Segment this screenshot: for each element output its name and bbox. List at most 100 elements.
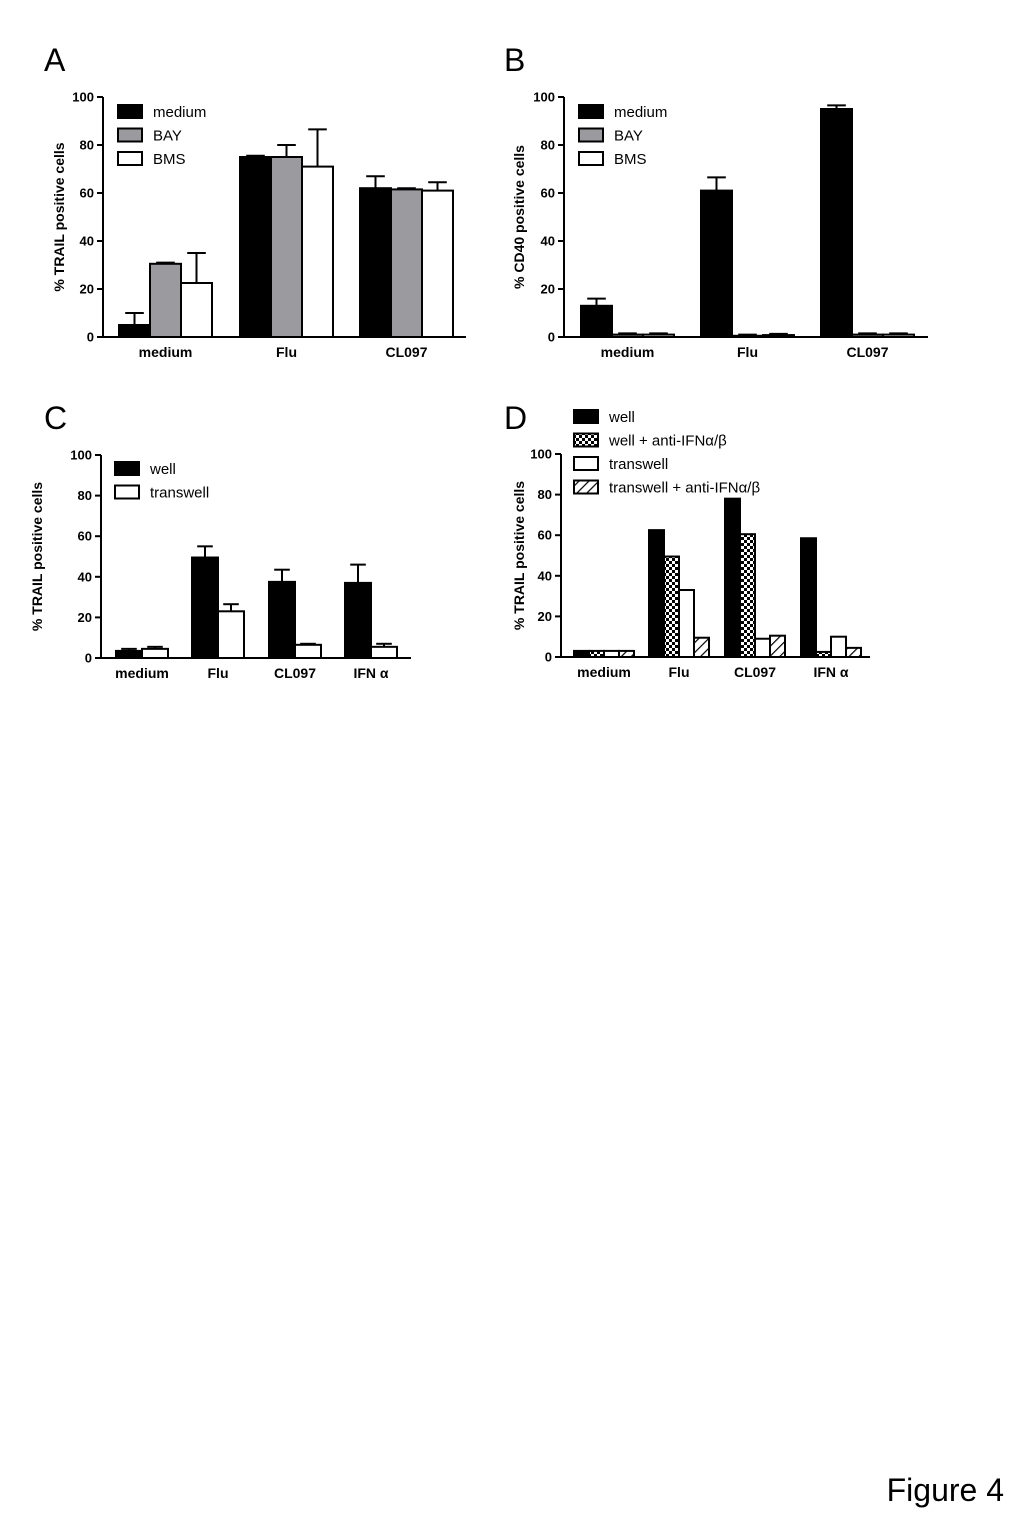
bar bbox=[845, 646, 862, 658]
legend-entry: BAY bbox=[614, 128, 643, 145]
y-tick-label: 0 bbox=[545, 650, 552, 665]
y-tick-label: 60 bbox=[78, 529, 92, 544]
y-tick-label: 100 bbox=[70, 448, 92, 463]
x-tick-label: CL097 bbox=[734, 664, 776, 680]
x-tick-label: CL097 bbox=[846, 344, 888, 360]
panel-label-a: A bbox=[44, 42, 66, 78]
y-tick-label: 60 bbox=[80, 186, 94, 201]
x-tick-label: CL097 bbox=[385, 344, 427, 360]
bar bbox=[217, 610, 245, 659]
y-tick-label: 80 bbox=[541, 138, 555, 153]
legend-entry: well bbox=[149, 461, 176, 478]
bar bbox=[344, 581, 372, 660]
legend-swatch bbox=[114, 461, 140, 476]
y-tick-label: 0 bbox=[87, 330, 94, 345]
x-tick-label: medium bbox=[139, 344, 193, 360]
bar bbox=[301, 165, 334, 338]
y-tick-label: 100 bbox=[72, 90, 94, 105]
x-tick-label: CL097 bbox=[274, 665, 316, 681]
y-tick-label: 40 bbox=[538, 568, 552, 583]
bar bbox=[149, 262, 182, 338]
y-tick-label: 20 bbox=[541, 282, 555, 297]
y-axis-label: % TRAIL positive cells bbox=[511, 481, 527, 630]
bar bbox=[800, 537, 817, 658]
x-tick-label: medium bbox=[577, 664, 631, 680]
legend-swatch bbox=[573, 456, 599, 471]
bar bbox=[115, 649, 143, 660]
y-axis-label: % TRAIL positive cells bbox=[51, 142, 67, 291]
legend-entry: medium bbox=[614, 104, 667, 121]
bar bbox=[724, 497, 741, 658]
bar bbox=[370, 645, 398, 660]
y-tick-label: 100 bbox=[530, 447, 552, 462]
bar bbox=[191, 556, 219, 660]
bar bbox=[118, 324, 151, 338]
y-tick-label: 20 bbox=[78, 610, 92, 625]
bar bbox=[739, 533, 756, 658]
y-tick-label: 80 bbox=[80, 138, 94, 153]
chart-panel-c: medium Flu CL097 IFN α 0 20 40 60 80 100 % TRAIL p… bbox=[29, 448, 411, 681]
y-tick-label: 0 bbox=[548, 330, 555, 345]
bar bbox=[830, 635, 847, 659]
legend-swatch bbox=[117, 151, 143, 166]
legend-entry: transwell bbox=[609, 456, 668, 473]
bar bbox=[390, 188, 423, 338]
panel-label-b: B bbox=[504, 42, 526, 78]
legend-entry: BMS bbox=[614, 151, 647, 168]
bar bbox=[359, 187, 392, 338]
legend-swatch bbox=[114, 484, 140, 500]
legend-entry: BAY bbox=[153, 128, 182, 145]
bar bbox=[693, 636, 710, 659]
y-tick-label: 20 bbox=[538, 609, 552, 624]
y-tick-label: 100 bbox=[533, 90, 555, 105]
legend-entry: BMS bbox=[153, 151, 186, 168]
y-tick-label: 40 bbox=[78, 569, 92, 584]
chart-panel-a: medium Flu CL097 0 20 40 60 80 100 % TRAIL positi… bbox=[51, 90, 466, 360]
legend-swatch bbox=[578, 127, 604, 143]
bar bbox=[421, 189, 454, 338]
bar bbox=[580, 304, 613, 338]
bar bbox=[268, 580, 296, 659]
chart-panel-d: medium Flu CL097 IFN α 0 20 40 60 80 100 % TRAIL p… bbox=[511, 409, 870, 680]
legend-swatch bbox=[573, 432, 599, 448]
x-tick-label: Flu bbox=[208, 665, 229, 681]
y-tick-label: 60 bbox=[538, 528, 552, 543]
chart-a: medium Flu CL097 0 20 40 60 80 100 % TRAIL positi… bbox=[29, 90, 928, 681]
legend-swatch bbox=[578, 104, 604, 119]
x-tick-label: IFN α bbox=[813, 664, 848, 680]
bar bbox=[180, 282, 213, 338]
y-tick-label: 60 bbox=[541, 186, 555, 201]
legend-swatch bbox=[573, 409, 599, 424]
figure-label: Figure 4 bbox=[886, 1472, 1004, 1508]
bar bbox=[754, 637, 771, 658]
bar bbox=[270, 156, 303, 338]
y-tick-label: 40 bbox=[541, 234, 555, 249]
legend-entry: well + anti-IFNα/β bbox=[608, 433, 727, 450]
bar bbox=[820, 108, 853, 338]
y-tick-label: 80 bbox=[78, 488, 92, 503]
y-tick-label: 80 bbox=[538, 487, 552, 502]
legend-swatch bbox=[117, 104, 143, 119]
legend-entry: transwell bbox=[150, 485, 209, 502]
x-tick-label: medium bbox=[115, 665, 169, 681]
y-axis-label: % CD40 positive cells bbox=[511, 145, 527, 289]
legend-swatch bbox=[117, 127, 143, 143]
bar bbox=[141, 647, 169, 659]
bar bbox=[769, 634, 786, 658]
legend-entry: medium bbox=[153, 104, 206, 121]
chart-panel-b: medium Flu CL097 0 20 40 60 80 100 % CD40 positiv… bbox=[511, 90, 928, 360]
legend-swatch bbox=[578, 151, 604, 166]
bar bbox=[648, 529, 665, 658]
bar bbox=[239, 156, 272, 338]
bar bbox=[294, 643, 322, 659]
y-tick-label: 20 bbox=[80, 282, 94, 297]
y-tick-label: 40 bbox=[80, 234, 94, 249]
x-tick-label: Flu bbox=[737, 344, 758, 360]
x-tick-label: medium bbox=[601, 344, 655, 360]
x-tick-label: IFN α bbox=[353, 665, 388, 681]
bar bbox=[663, 555, 680, 659]
legend-swatch bbox=[573, 479, 599, 495]
panel-label-c: C bbox=[44, 400, 68, 436]
panel-label-d: D bbox=[504, 400, 528, 436]
